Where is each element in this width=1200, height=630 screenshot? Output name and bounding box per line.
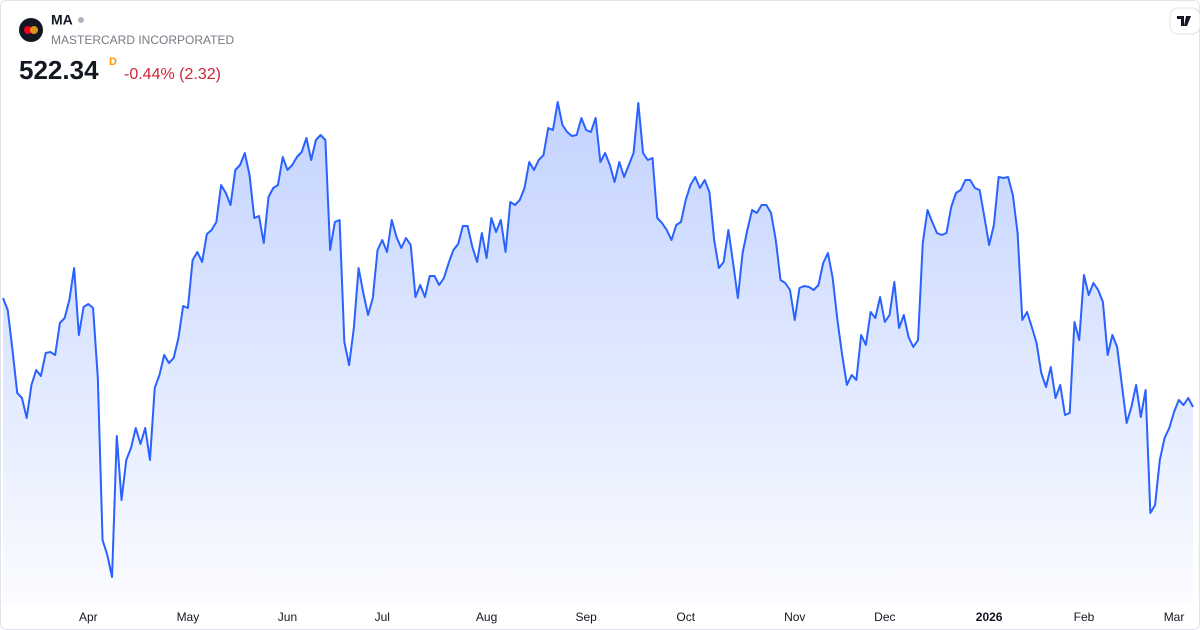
x-tick-label: 2026 [976, 610, 1003, 624]
interval: D [109, 56, 117, 68]
status-dot [78, 17, 84, 23]
x-tick-label: Dec [874, 610, 895, 624]
price: 522.34 [19, 55, 99, 85]
price-line [2, 101, 1194, 578]
x-tick-label: Nov [784, 610, 805, 624]
x-tick-label: Aug [476, 610, 497, 624]
brand-logo [1177, 16, 1191, 26]
x-tick-label: May [177, 610, 200, 624]
x-tick-label: Jul [375, 610, 390, 624]
x-tick-label: Feb [1074, 610, 1095, 624]
symbol: MA [51, 12, 73, 28]
company-name: MASTERCARD INCORPORATED [51, 33, 234, 47]
logo-red [24, 26, 32, 34]
x-tick-label: Sep [575, 610, 597, 624]
x-tick-label: Jun [278, 610, 297, 624]
x-tick-label: Apr [79, 610, 98, 624]
price-change: -0.44% (2.32) [124, 66, 221, 83]
plot-area: Apr May Jun Jul Aug Sep Oct Nov Dec 2026 Feb Mar [2, 101, 1194, 624]
x-tick-label: Oct [676, 610, 695, 624]
x-tick-label: Mar [1164, 610, 1185, 624]
logo-orange [30, 26, 38, 34]
area-fill [3, 102, 1193, 605]
